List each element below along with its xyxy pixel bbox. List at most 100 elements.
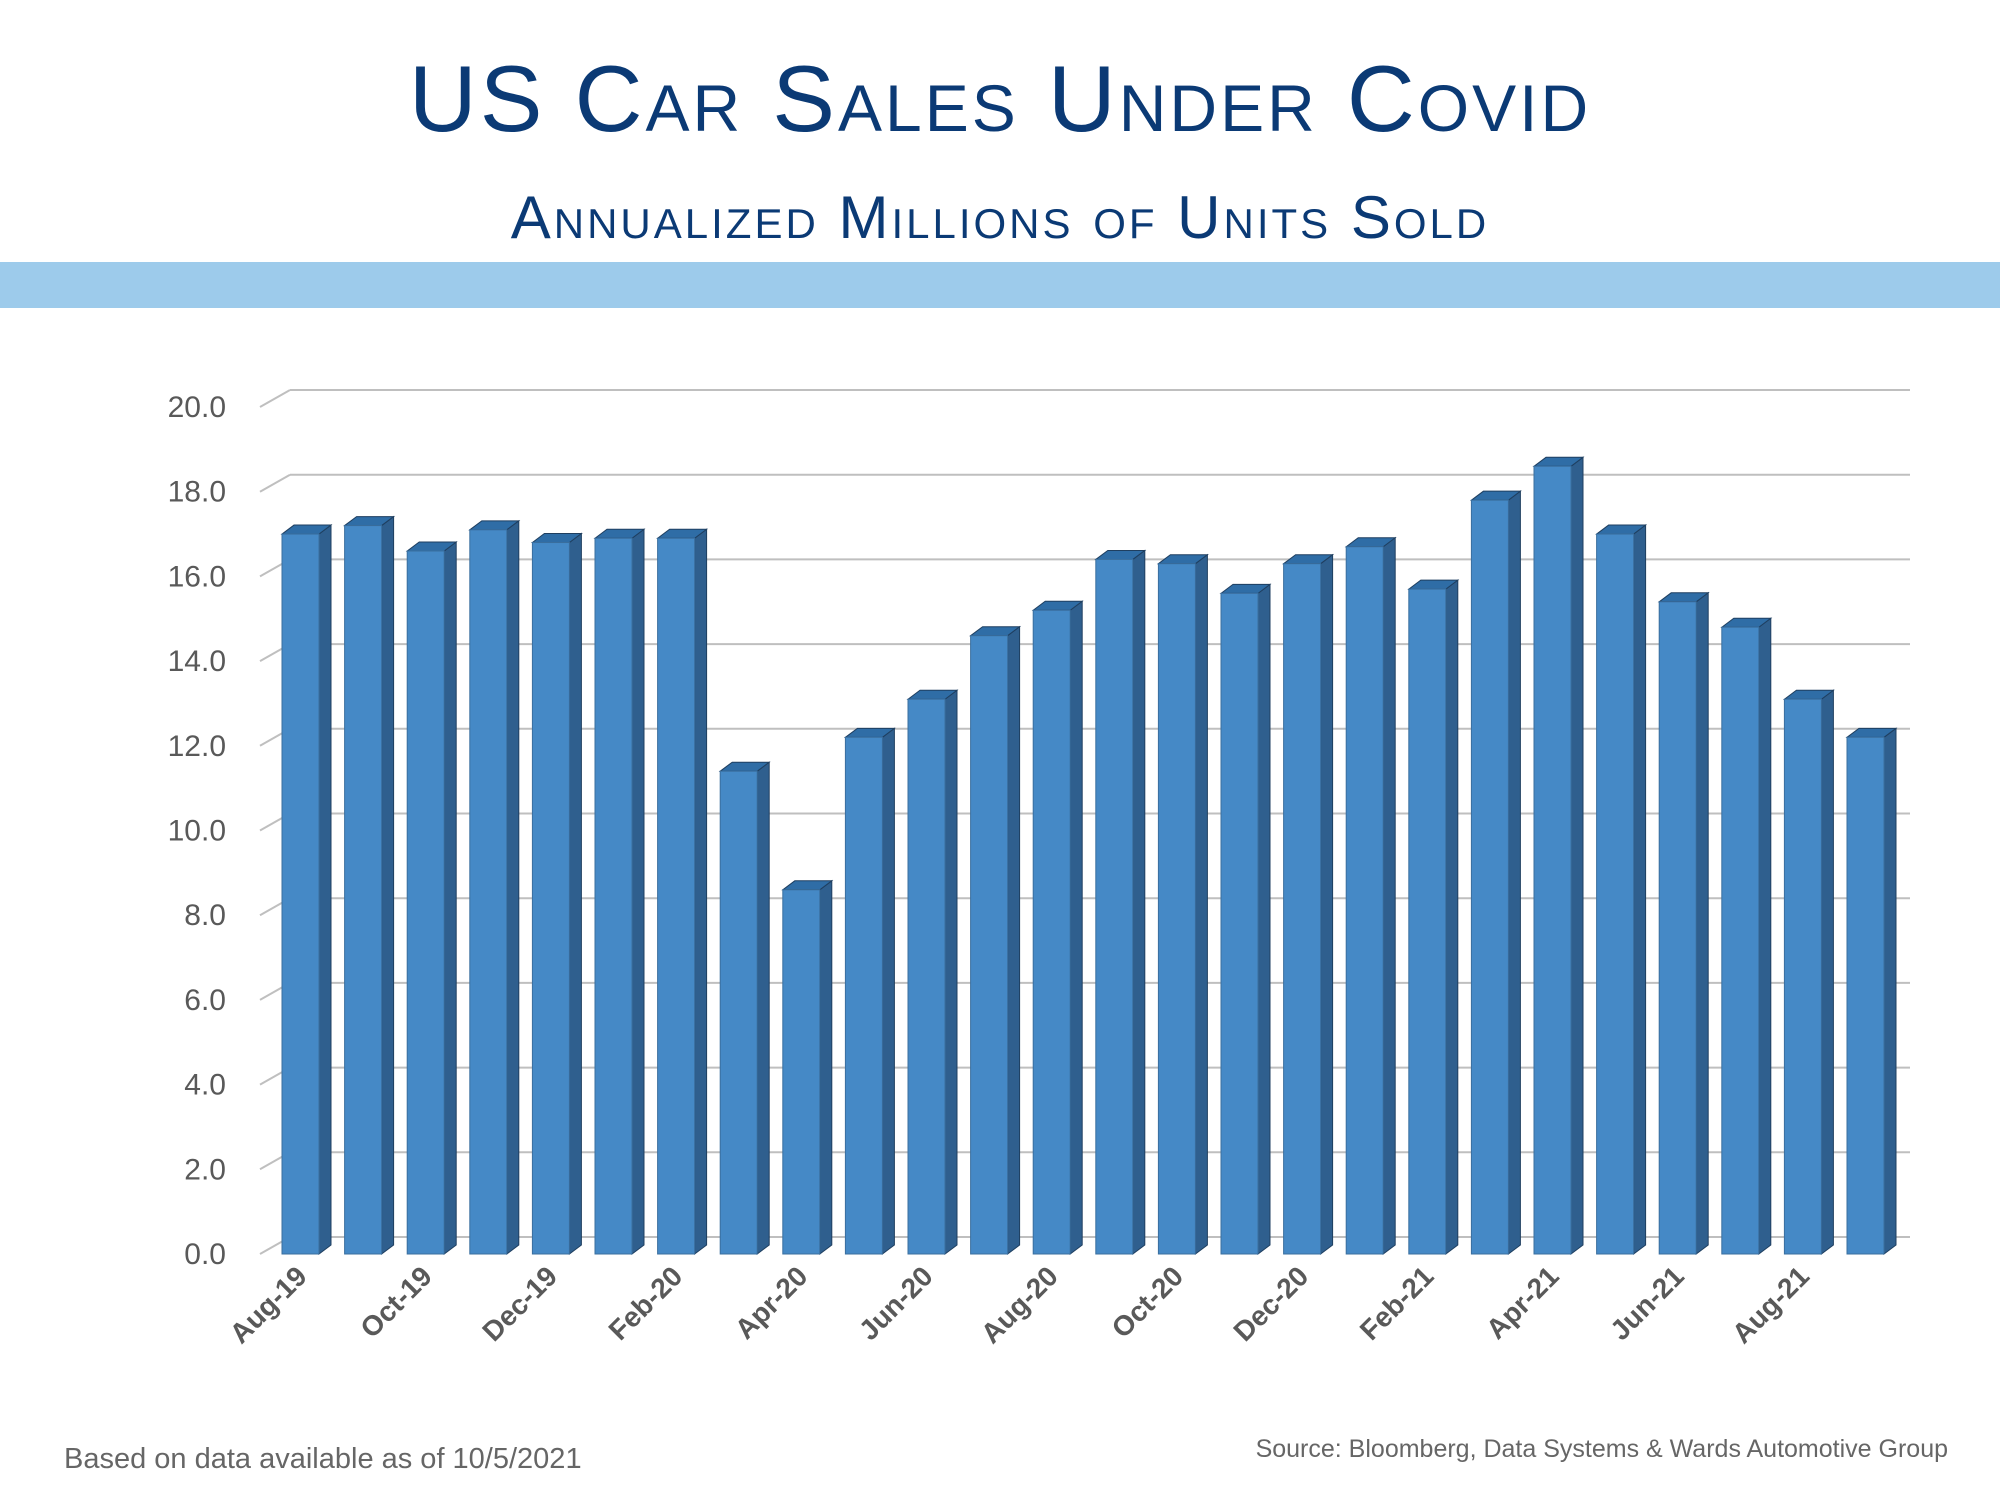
bar-front <box>1346 547 1383 1254</box>
bar-side <box>1634 525 1646 1254</box>
bar <box>1221 584 1270 1254</box>
bar <box>1096 550 1145 1254</box>
bar <box>971 627 1020 1254</box>
y-tick-label: 14.0 <box>168 645 226 678</box>
bar-side <box>1884 728 1896 1254</box>
bar-front <box>345 526 382 1254</box>
bar-front <box>470 530 507 1254</box>
bar-front <box>1784 699 1821 1254</box>
source-note: Source: Bloomberg, Data Systems & Wards … <box>1256 1435 1948 1464</box>
bar-front <box>658 538 695 1254</box>
bar-side <box>444 542 456 1254</box>
bar-front <box>1534 466 1571 1254</box>
bar-side <box>382 517 394 1254</box>
x-tick-label: Aug-20 <box>975 1260 1064 1349</box>
bar <box>1346 538 1395 1254</box>
y-tick-label: 8.0 <box>184 899 226 932</box>
bar-front <box>720 771 757 1254</box>
x-tick-label: Dec-20 <box>1227 1260 1314 1347</box>
bar-side <box>1195 555 1207 1254</box>
x-tick-label: Aug-19 <box>224 1260 313 1349</box>
bar-side <box>1508 491 1520 1254</box>
bar-front <box>595 538 632 1254</box>
gridline-connector <box>260 475 290 492</box>
bar <box>1784 690 1833 1254</box>
bar-front <box>1096 559 1133 1254</box>
bar <box>1158 555 1207 1254</box>
y-tick-label: 20.0 <box>168 391 226 424</box>
bar-side <box>1571 457 1583 1254</box>
bar-side <box>632 529 644 1254</box>
y-tick-label: 6.0 <box>184 984 226 1017</box>
bar-side <box>569 534 581 1254</box>
bar <box>470 521 519 1254</box>
bar-side <box>319 525 331 1254</box>
bar-side <box>757 762 769 1254</box>
bar-front <box>1659 602 1696 1254</box>
bar <box>1033 601 1082 1254</box>
bar-front <box>1722 627 1759 1254</box>
bar-front <box>1471 500 1508 1254</box>
bar <box>1597 525 1646 1254</box>
x-tick-label: Feb-20 <box>603 1260 689 1346</box>
bar <box>908 690 957 1254</box>
x-tick-label: Oct-19 <box>354 1260 438 1344</box>
y-tick-label: 10.0 <box>168 815 226 848</box>
bar-front <box>1284 564 1321 1254</box>
bar <box>1722 618 1771 1254</box>
x-tick-label: Dec-19 <box>476 1260 563 1347</box>
y-axis-ticks: 0.0 2.0 4.0 6.0 8.0 10.0 12.0 14.0 16.0 18.0 20.0 <box>168 391 226 1271</box>
y-tick-label: 0.0 <box>184 1238 226 1271</box>
bar <box>1471 491 1520 1254</box>
bar-front <box>908 699 945 1254</box>
bar-side <box>1821 690 1833 1254</box>
bar-side <box>1383 538 1395 1254</box>
bar-front <box>282 534 319 1254</box>
y-tick-label: 18.0 <box>168 476 226 509</box>
x-tick-label: Jun-21 <box>1604 1260 1690 1346</box>
x-tick-label: Jun-20 <box>853 1260 939 1346</box>
bar-front <box>1597 534 1634 1254</box>
bar <box>532 534 581 1254</box>
y-tick-label: 4.0 <box>184 1069 226 1102</box>
bar <box>1847 728 1896 1254</box>
bar <box>658 529 707 1254</box>
bar-side <box>1070 601 1082 1254</box>
bar-side <box>820 881 832 1254</box>
bar-side <box>1759 618 1771 1254</box>
bar-side <box>1133 550 1145 1254</box>
bar <box>1534 457 1583 1254</box>
bar <box>1409 580 1458 1254</box>
bar <box>1284 555 1333 1254</box>
bar-chart: 0.02.04.06.08.010.012.014.016.018.020.0 … <box>0 0 2000 1500</box>
bar-side <box>945 690 957 1254</box>
bars <box>282 457 1896 1254</box>
bar-front <box>407 551 444 1254</box>
bar-front <box>1221 593 1258 1254</box>
bar <box>720 762 769 1254</box>
data-date-note: Based on data available as of 10/5/2021 <box>64 1443 582 1476</box>
bar-front <box>532 543 569 1254</box>
x-tick-label: Aug-21 <box>1726 1260 1815 1349</box>
gridline-connector <box>260 390 290 407</box>
bar-side <box>1696 593 1708 1254</box>
bar-front <box>1409 589 1446 1254</box>
bar-front <box>845 737 882 1254</box>
bar <box>345 517 394 1254</box>
bar <box>783 881 832 1254</box>
bar-side <box>1321 555 1333 1254</box>
bar-front <box>1033 610 1070 1254</box>
bar <box>595 529 644 1254</box>
y-tick-label: 12.0 <box>168 730 226 763</box>
bar <box>1659 593 1708 1254</box>
bar-front <box>783 890 820 1254</box>
bar <box>845 728 894 1254</box>
bar-front <box>971 636 1008 1254</box>
y-tick-label: 16.0 <box>168 560 226 593</box>
bar <box>407 542 456 1254</box>
bar-side <box>1258 584 1270 1254</box>
x-tick-label: Apr-20 <box>729 1260 814 1345</box>
bar-side <box>1446 580 1458 1254</box>
x-tick-label: Oct-20 <box>1106 1260 1190 1344</box>
y-tick-label: 2.0 <box>184 1153 226 1186</box>
